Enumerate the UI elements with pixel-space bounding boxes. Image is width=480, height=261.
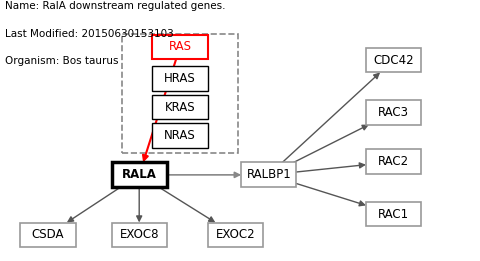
- Text: Last Modified: 20150630153103: Last Modified: 20150630153103: [5, 29, 174, 39]
- Text: CSDA: CSDA: [32, 228, 64, 241]
- Bar: [153, 95, 207, 120]
- Bar: [122, 34, 238, 153]
- Text: Organism: Bos taurus: Organism: Bos taurus: [5, 56, 118, 66]
- Text: RAS: RAS: [168, 40, 192, 54]
- Bar: [366, 149, 421, 174]
- Bar: [153, 123, 207, 148]
- Text: KRAS: KRAS: [165, 100, 195, 114]
- Text: EXOC8: EXOC8: [120, 228, 159, 241]
- Text: RALBP1: RALBP1: [246, 168, 291, 181]
- Bar: [153, 35, 207, 60]
- Bar: [153, 66, 207, 91]
- Bar: [111, 162, 167, 187]
- Bar: [207, 222, 263, 247]
- Text: RAC3: RAC3: [378, 106, 409, 119]
- Text: Name: RalA downstream regulated genes.: Name: RalA downstream regulated genes.: [5, 1, 225, 11]
- Bar: [20, 222, 75, 247]
- Bar: [366, 48, 421, 72]
- Text: RAC1: RAC1: [378, 207, 409, 221]
- Bar: [366, 100, 421, 125]
- Bar: [111, 222, 167, 247]
- Text: EXOC2: EXOC2: [216, 228, 255, 241]
- Text: HRAS: HRAS: [164, 72, 196, 85]
- Bar: [241, 162, 297, 187]
- Text: NRAS: NRAS: [164, 129, 196, 142]
- Text: RALA: RALA: [122, 168, 156, 181]
- Text: CDC42: CDC42: [373, 54, 414, 67]
- Bar: [366, 201, 421, 226]
- Text: RAC2: RAC2: [378, 155, 409, 168]
